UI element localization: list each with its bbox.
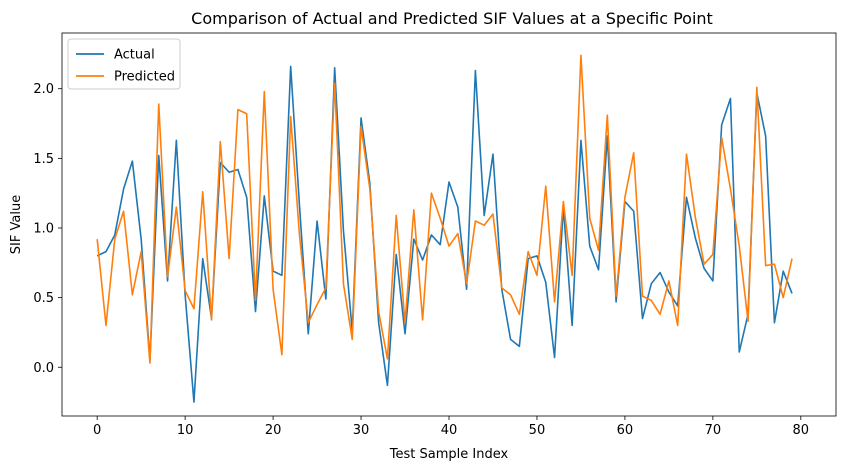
x-tick-label: 0 xyxy=(93,423,101,438)
x-axis-title: Test Sample Index xyxy=(389,447,509,462)
y-tick-label: 0.5 xyxy=(33,291,54,306)
x-axis-ticks: 0 10 20 30 40 50 60 70 80 xyxy=(93,416,809,438)
y-tick-label: 1.0 xyxy=(33,221,54,236)
series-line-predicted xyxy=(96,54,793,364)
x-tick-label: 20 xyxy=(265,423,282,438)
legend-label-actual: Actual xyxy=(114,48,155,63)
x-tick-label: 50 xyxy=(529,423,546,438)
y-axis-title: SIF Value xyxy=(9,195,24,254)
y-tick-label: 0.0 xyxy=(33,361,54,376)
legend-label-predicted: Predicted xyxy=(114,70,175,85)
series-layer xyxy=(96,54,793,403)
plot-area: 0 10 20 30 40 50 60 70 80 0.0 0.5 1.0 1.5 2.0 xyxy=(33,32,837,438)
y-tick-label: 2.0 xyxy=(33,82,54,97)
x-tick-label: 60 xyxy=(617,423,634,438)
y-axis-ticks: 0.0 0.5 1.0 1.5 2.0 xyxy=(33,82,62,376)
x-tick-label: 40 xyxy=(441,423,458,438)
x-tick-label: 70 xyxy=(705,423,722,438)
legend: Actual Predicted xyxy=(67,38,181,90)
y-tick-label: 1.5 xyxy=(33,152,54,167)
x-tick-label: 30 xyxy=(353,423,370,438)
x-tick-label: 80 xyxy=(793,423,810,438)
x-tick-label: 10 xyxy=(177,423,194,438)
chart-title: Comparison of Actual and Predicted SIF V… xyxy=(191,9,713,28)
